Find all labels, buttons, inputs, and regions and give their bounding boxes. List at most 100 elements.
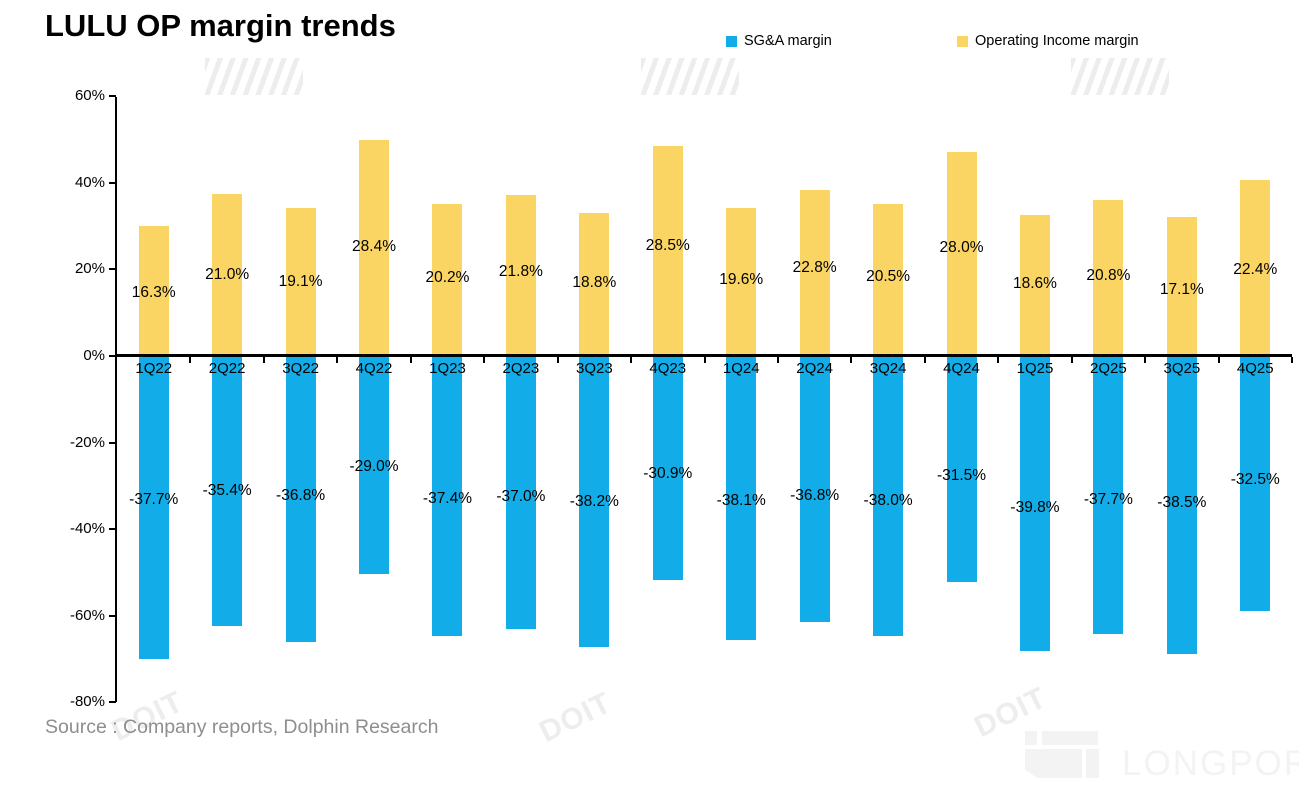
value-label-sga-2Q24: -36.8% — [790, 487, 840, 505]
bar-sga-3Q22 — [285, 356, 316, 643]
bar-sga-1Q25 — [1019, 356, 1050, 652]
value-label-sga-3Q23: -38.2% — [569, 492, 619, 510]
x-axis-tick — [189, 357, 192, 363]
doit-watermark: DOIT — [969, 681, 1052, 744]
bar-sga-2Q23 — [505, 356, 536, 630]
value-label-operating-income-3Q25: 17.1% — [1159, 281, 1204, 298]
y-tick-label-0%: 0% — [83, 347, 105, 364]
bar-operating-income-4Q24 — [946, 152, 977, 356]
category-label-1Q22: 1Q22 — [135, 360, 173, 377]
value-label-sga-4Q23: -30.9% — [643, 464, 693, 482]
value-label-operating-income-2Q22: 21.0% — [205, 266, 250, 284]
x-axis-tick — [776, 357, 779, 363]
bar-operating-income-4Q25 — [1240, 179, 1271, 356]
value-label-operating-income-2Q24: 22.8% — [792, 259, 837, 277]
value-label-sga-4Q22: -29.0% — [349, 457, 399, 475]
y-tick-label--80%: -80% — [69, 693, 105, 711]
category-label-4Q23: 4Q23 — [649, 360, 687, 377]
y-axis-tick — [109, 441, 116, 444]
bar-operating-income-3Q25 — [1166, 217, 1197, 356]
bar-operating-income-2Q22 — [212, 194, 243, 356]
bar-operating-income-3Q22 — [285, 207, 316, 356]
y-axis-tick — [109, 95, 116, 98]
bar-operating-income-2Q23 — [505, 194, 536, 356]
value-label-sga-2Q22: -35.4% — [202, 482, 252, 500]
y-axis-tick — [109, 701, 116, 704]
x-axis-tick — [409, 357, 412, 363]
value-label-operating-income-1Q24: 19.6% — [719, 271, 764, 289]
bar-operating-income-2Q24 — [799, 190, 830, 356]
category-label-3Q24: 3Q24 — [869, 360, 907, 377]
x-axis-tick — [336, 357, 339, 363]
bar-sga-4Q25 — [1240, 356, 1271, 611]
category-label-3Q25: 3Q25 — [1163, 360, 1201, 377]
value-label-operating-income-2Q25: 20.8% — [1086, 266, 1131, 284]
hatch-watermark — [1071, 58, 1169, 95]
value-label-operating-income-3Q23: 18.8% — [572, 274, 617, 292]
x-axis-tick — [262, 357, 265, 363]
category-label-4Q25: 4Q25 — [1236, 360, 1274, 377]
source-note: Source : Company reports, Dolphin Resear… — [45, 716, 439, 738]
bar-operating-income-1Q22 — [138, 226, 169, 356]
bar-sga-3Q23 — [579, 356, 610, 647]
category-label-2Q24: 2Q24 — [796, 360, 833, 377]
value-label-operating-income-4Q24: 28.0% — [939, 239, 984, 257]
value-label-operating-income-1Q25: 18.6% — [1012, 275, 1057, 293]
value-label-sga-2Q23: -37.0% — [496, 488, 546, 506]
value-label-sga-3Q24: -38.0% — [863, 492, 913, 510]
y-axis-tick — [109, 528, 116, 531]
y-axis-tick — [109, 181, 116, 184]
bar-sga-1Q24 — [726, 356, 757, 640]
x-axis-tick — [1070, 357, 1073, 363]
bar-sga-2Q22 — [212, 356, 243, 627]
y-tick-label--40%: -40% — [69, 520, 105, 538]
y-tick-label-60%: 60% — [74, 87, 105, 105]
bar-operating-income-3Q23 — [579, 213, 610, 356]
x-axis-tick — [850, 357, 853, 363]
legend-label-sga: SG&A margin — [744, 33, 832, 49]
value-label-operating-income-2Q23: 21.8% — [498, 263, 543, 280]
value-label-sga-1Q24: -38.1% — [716, 492, 766, 510]
y-axis-tick — [109, 355, 116, 357]
x-axis-tick — [1144, 357, 1147, 363]
value-label-operating-income-1Q22: 16.3% — [131, 284, 176, 302]
bar-sga-4Q24 — [946, 356, 977, 582]
category-label-2Q25: 2Q25 — [1090, 360, 1127, 377]
value-label-sga-1Q23: -37.4% — [422, 489, 473, 507]
doit-watermark: DOIT — [534, 686, 617, 749]
category-label-4Q24: 4Q24 — [943, 360, 980, 377]
x-axis-tick — [1217, 357, 1220, 363]
value-label-sga-4Q24: -31.5% — [936, 467, 987, 485]
hatch-watermark — [641, 58, 739, 95]
value-label-operating-income-1Q23: 20.2% — [425, 269, 470, 287]
value-label-operating-income-4Q25: 22.4% — [1233, 260, 1278, 278]
y-axis-tick — [109, 614, 116, 617]
bar-sga-4Q23 — [652, 356, 683, 580]
value-label-sga-4Q25: -32.5% — [1230, 470, 1280, 488]
zero-axis-line — [115, 354, 1292, 357]
value-label-sga-2Q25: -37.7% — [1083, 490, 1133, 508]
x-axis-tick — [997, 357, 1000, 363]
bar-sga-2Q25 — [1093, 356, 1124, 634]
value-label-sga-3Q22: -36.8% — [276, 487, 326, 505]
bar-operating-income-1Q23 — [432, 204, 463, 356]
value-label-sga-1Q25: -39.8% — [1010, 498, 1060, 516]
hatch-watermark — [205, 58, 303, 95]
value-label-operating-income-3Q22: 19.1% — [278, 273, 323, 291]
x-axis-tick — [556, 357, 559, 363]
x-axis-tick — [483, 357, 486, 363]
bar-sga-3Q25 — [1166, 356, 1197, 654]
bar-sga-1Q22 — [138, 356, 169, 659]
x-axis-tick — [923, 357, 926, 363]
longport-logo-text: LONGPORT — [1122, 744, 1299, 783]
y-axis-tick — [109, 268, 116, 271]
bar-operating-income-4Q23 — [652, 146, 683, 356]
y-tick-label--20%: -20% — [69, 433, 105, 451]
category-label-4Q22: 4Q22 — [355, 360, 393, 377]
y-tick-label--60%: -60% — [69, 606, 105, 624]
legend-swatch-operating-income-icon — [957, 35, 968, 47]
chart-title: LULU OP margin trends — [45, 8, 396, 43]
value-label-operating-income-4Q22: 28.4% — [352, 237, 396, 255]
bar-operating-income-1Q25 — [1019, 214, 1050, 356]
